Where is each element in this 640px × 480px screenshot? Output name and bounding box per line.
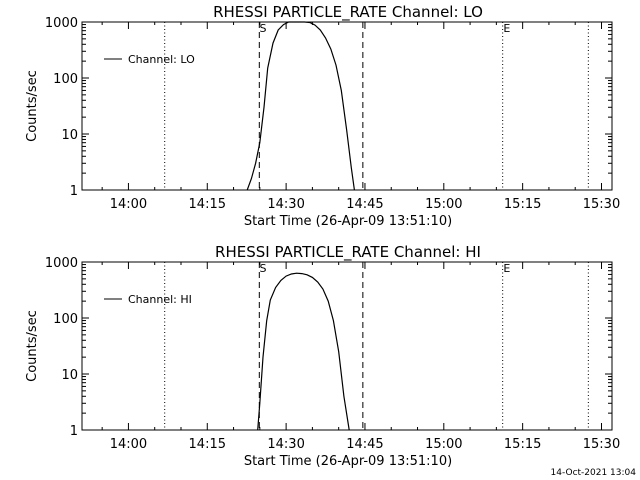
chart-panel-hi: RHESSI PARTICLE_RATE Channel: HI Counts/… [25, 243, 620, 469]
reference-lines [164, 22, 589, 190]
footer-timestamp: 14-Oct-2021 13:04 [551, 468, 637, 478]
x-axis-label: Start Time (26-Apr-09 13:51:10) [244, 214, 452, 229]
axis-ticks: 14:00 14:15 14:30 14:45 15:00 15:15 15:30 1 10 10… [45, 256, 620, 452]
y-tick-label: 1 [70, 424, 78, 439]
event-marker-s: S [259, 262, 266, 275]
data-series [257, 272, 350, 431]
x-tick-label: 14:00 [110, 197, 147, 212]
axis-ticks: 14:00 14:15 14:30 14:45 15:00 15:15 15:30 1 10 10… [45, 16, 620, 212]
y-tick-label: 1 [70, 184, 78, 199]
x-tick-label: 14:30 [267, 197, 304, 212]
y-tick-label: 1000 [45, 16, 78, 31]
reference-lines [164, 262, 589, 430]
series-line [246, 21, 355, 191]
y-tick-label: 1000 [45, 256, 78, 271]
event-marker-e: E [503, 262, 510, 275]
plot-frame [81, 261, 613, 431]
chart-panel-lo: RHESSI PARTICLE_RATE Channel: LO Counts/… [25, 3, 620, 229]
x-tick-label: 14:15 [189, 437, 226, 452]
series-line [257, 272, 350, 431]
data-series [246, 21, 355, 191]
y-tick-label: 100 [53, 312, 78, 327]
chart-title: RHESSI PARTICLE_RATE Channel: LO [213, 3, 483, 22]
x-tick-label: 14:45 [346, 197, 383, 212]
chart-title: RHESSI PARTICLE_RATE Channel: HI [215, 243, 481, 262]
x-tick-label: 15:15 [504, 437, 541, 452]
x-tick-label: 15:15 [504, 197, 541, 212]
x-tick-label: 15:30 [583, 197, 620, 212]
x-tick-label: 14:30 [267, 437, 304, 452]
y-tick-label: 10 [61, 368, 78, 383]
event-marker-s: S [259, 22, 266, 35]
plot-frame [81, 21, 613, 191]
y-tick-label: 10 [61, 128, 78, 143]
x-tick-label: 15:00 [425, 197, 462, 212]
y-tick-label: 100 [53, 72, 78, 87]
legend-label: Channel: HI [128, 293, 192, 306]
x-tick-label: 15:00 [425, 437, 462, 452]
x-tick-label: 15:30 [583, 437, 620, 452]
x-tick-label: 14:15 [189, 197, 226, 212]
event-marker-e: E [503, 22, 510, 35]
x-axis-label: Start Time (26-Apr-09 13:51:10) [244, 454, 452, 469]
y-axis-label: Counts/sec [25, 310, 40, 382]
legend-label: Channel: LO [128, 53, 195, 66]
x-tick-label: 14:45 [346, 437, 383, 452]
y-axis-label: Counts/sec [25, 70, 40, 142]
x-tick-label: 14:00 [110, 437, 147, 452]
